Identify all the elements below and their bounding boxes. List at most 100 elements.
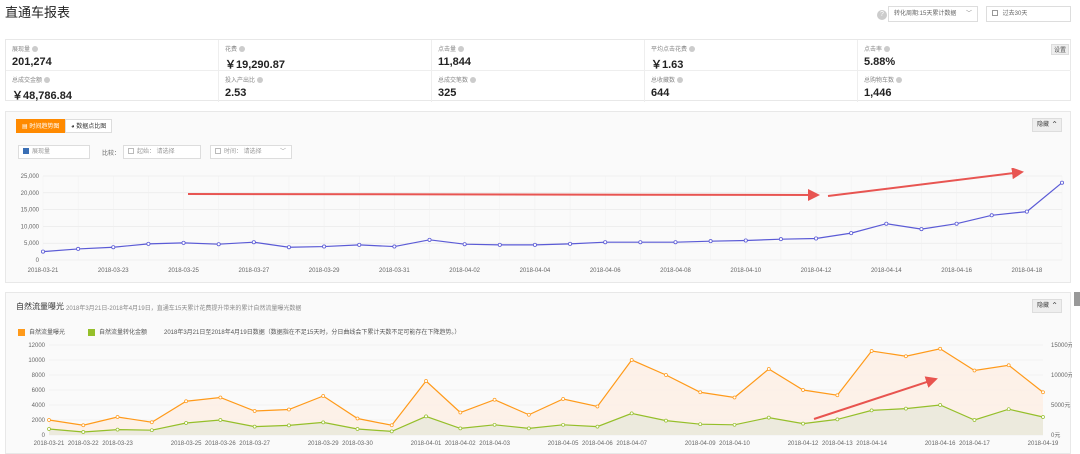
hide-button[interactable]: 隐藏 ⌃ [1032,299,1062,313]
stat-value: ￥19,290.87 [225,59,285,71]
help-icon[interactable] [458,46,465,53]
chevron-down-icon: ﹀ [965,11,972,17]
data-point [595,404,600,409]
data-point [778,237,783,242]
chevron-up-icon: ⌃ [1051,301,1058,310]
data-point [218,395,223,400]
help-icon[interactable] [884,46,891,53]
data-point [111,245,116,250]
period-select[interactable]: 转化周期:15天累计数据 ﹀ [888,6,978,22]
annotation-arrow [813,376,938,420]
x-tick-label: 2018-03-27 [239,441,270,447]
data-point [938,403,943,407]
stat-value: 11,844 [438,56,472,68]
info-icon[interactable]: ? [877,10,887,20]
data-point [835,393,840,398]
period-select-value: 转化周期:15天累计数据 [894,11,957,17]
settings-button[interactable]: 设置 [1050,44,1069,55]
x-tick-label: 2018-04-02 [449,268,480,274]
tab-scatter-label: 数据点比图 [76,124,107,130]
hide-button[interactable]: 隐藏 ⌃ [1032,118,1062,132]
data-point [561,422,565,427]
legend-conversion[interactable]: 自然流量转化金额 [88,327,147,336]
stat-gmv[interactable]: 总成交金额 ￥48,786.84 [6,71,219,102]
line-chart-icon: ▤ [22,124,30,130]
y2-tick-label: 0元 [1051,432,1060,439]
data-point [355,427,360,431]
data-point [184,399,188,404]
stat-carts[interactable]: 总购物车数 1,446 [858,71,1071,102]
tab-trend[interactable]: ▤ 时间趋势图 [16,119,66,133]
data-point [492,422,497,427]
stat-cost[interactable]: 花费 ￥19,290.87 [219,40,432,71]
x-tick-label: 2018-03-22 [68,441,99,447]
stat-label: 总成交金额 [12,78,43,84]
x-tick-label: 2018-04-02 [445,441,476,447]
data-point [708,239,713,244]
x-tick-label: 2018-03-26 [205,441,236,447]
stat-ctr[interactable]: 点击率 5.88% 设置 [858,40,1071,71]
stat-label: 点击量 [438,47,457,53]
data-point [835,417,840,422]
data-point [41,249,46,254]
stat-clicks[interactable]: 点击量 11,844 [432,40,645,71]
data-point [849,231,854,236]
stat-value: 1,446 [864,87,892,99]
stat-impressions[interactable]: 展现量 201,274 [6,40,219,71]
x-tick-label: 2018-04-08 [660,268,691,274]
x-tick-label: 2018-04-01 [411,441,442,447]
date-range-select[interactable]: 过去30天 [986,6,1071,22]
natural-traffic-panel: 自然流量曝光 2018年3月21日-2018年4月19日，直通车15天累计花费提… [5,292,1072,454]
data-point [1024,209,1029,214]
y-tick-label: 4000 [32,403,46,409]
stat-favorites[interactable]: 总收藏数 644 [645,71,858,102]
compare-start-select[interactable]: 起始： 请选择 [123,145,201,159]
help-icon[interactable] [677,77,684,84]
y2-tick-label: 15000元 [1051,342,1072,349]
data-point [869,349,874,353]
help-icon[interactable] [32,46,39,53]
x-tick-label: 2018-03-25 [168,268,199,274]
tab-trend-label: 时间趋势图 [29,124,60,130]
data-point [76,246,81,251]
data-point [938,346,943,351]
tab-scatter[interactable]: ◕ 数据点比图 [65,119,113,133]
stat-avg-cpc[interactable]: 平均点击花费 ￥1.63 [645,40,858,71]
y-tick-label: 15,000 [21,208,40,214]
x-tick-label: 2018-03-23 [98,268,129,274]
stat-label: 总成交笔数 [438,78,469,84]
data-point [389,423,394,428]
data-point [1041,415,1045,419]
help-icon[interactable] [689,46,696,53]
stat-orders[interactable]: 总成交笔数 325 [432,71,645,102]
x-tick-label: 2018-03-23 [102,441,133,447]
x-tick-label: 2018-04-10 [730,268,761,274]
stat-roi[interactable]: 投入产出比 2.53 [219,71,432,102]
data-point [492,397,497,402]
side-scroll-handle[interactable] [1074,292,1080,306]
help-icon[interactable] [470,77,477,84]
compare-time-select[interactable]: 时间： 请选择 ﹀ [210,145,292,159]
help-icon[interactable] [44,77,51,84]
data-point [732,395,737,400]
data-point [673,240,678,245]
help-icon[interactable] [257,77,264,84]
x-tick-label: 2018-03-29 [308,441,339,447]
help-icon[interactable] [896,77,903,84]
data-point [664,373,668,377]
y-tick-label: 25,000 [21,174,40,180]
data-point [181,240,186,245]
pie-chart-icon: ◕ [71,124,77,130]
natural-traffic-line-chart: 0 2000 4000 6000 8000 10000 12000 0元 5000元 10000元… [28,342,1072,447]
x-tick-label: 2018-03-27 [238,268,269,274]
metric-select[interactable]: 展现量 [18,145,90,159]
data-point [801,388,805,392]
data-point [218,418,223,422]
data-point [47,427,51,431]
data-point [989,213,994,218]
x-tick-label: 2018-04-07 [616,441,647,447]
data-point [904,354,908,359]
data-point [1006,363,1011,368]
legend-exposure[interactable]: 自然流量曝光 [18,327,65,336]
help-icon[interactable] [239,46,246,53]
